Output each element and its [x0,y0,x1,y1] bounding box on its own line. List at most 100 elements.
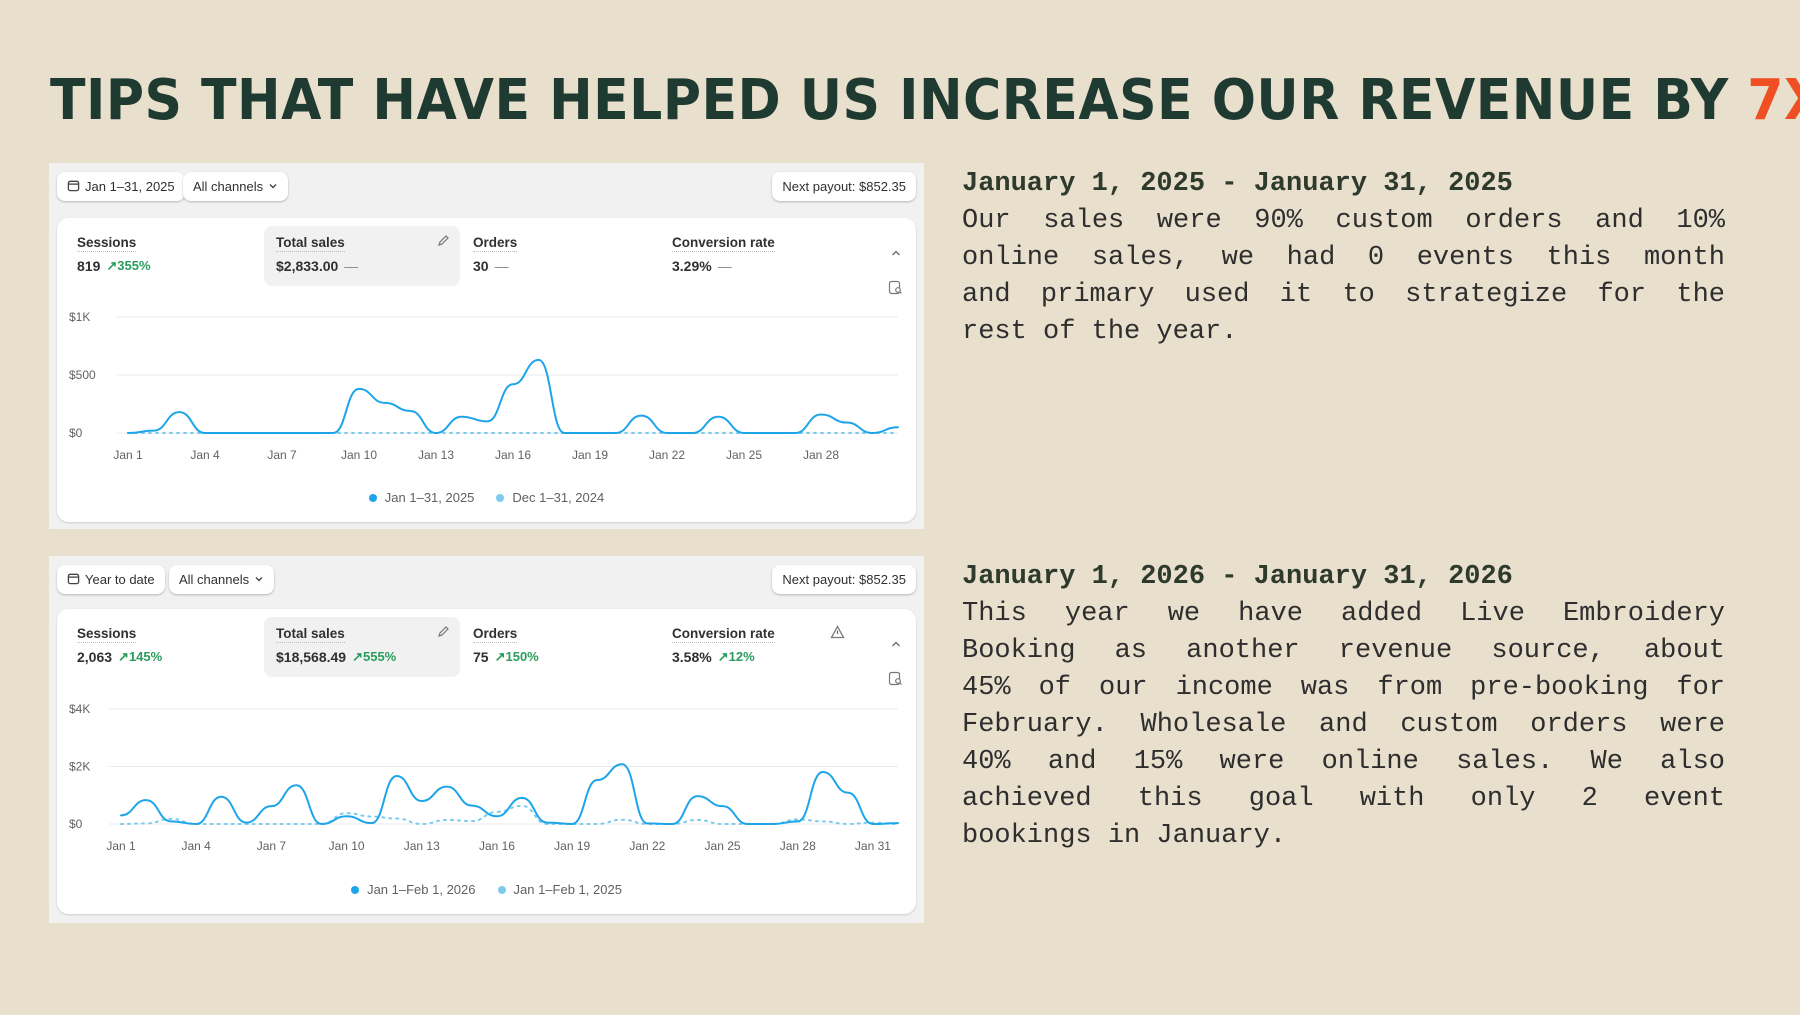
metric-delta: 555% [362,649,397,664]
metric-delta: — [344,258,359,274]
metric-label: Sessions [77,626,137,643]
note-line: bookings in January. [962,821,1287,851]
metric-delta: 150% [505,649,539,664]
warning-icon[interactable] [830,625,845,645]
metric-orders[interactable]: Orders 30 — [461,226,529,286]
pencil-icon[interactable] [436,625,450,644]
note-line: This year we have added Live Embroidery [962,599,1725,629]
metric-value: 30 [473,258,489,274]
metric-delta: 145% [128,649,163,664]
channels-label: All channels [179,572,250,587]
x-tick-label: Jan 31 [855,839,891,853]
x-tick-label: Jan 19 [572,448,608,462]
chart-legend: Jan 1–31, 2025 Dec 1–31, 2024 [57,490,916,505]
metric-value: 819 [77,258,101,274]
title-accent: 7X [1747,68,1800,133]
x-tick-label: Jan 13 [418,448,454,462]
note-heading: January 1, 2026 - January 31, 2026 [962,562,1513,592]
metric-value: 3.58% [672,649,712,665]
x-tick-label: Jan 25 [705,839,741,853]
channels-label: All channels [193,179,264,194]
legend-label: Jan 1–Feb 1, 2026 [367,882,476,897]
metric-delta: 12% [728,649,755,664]
legend-item[interactable]: Jan 1–Feb 1, 2026 [351,882,476,897]
x-tick-label: Jan 1 [106,839,136,853]
legend-dot [368,494,377,502]
note-line: and primary used it to strategize for th… [962,280,1725,310]
note-block: January 1, 2026 - January 31, 2026 This y… [962,559,1725,855]
chevron-up-icon[interactable] [890,637,902,655]
metric-total-sales[interactable]: Total sales $2,833.00 — [264,226,460,286]
metric-value: 75 [473,649,489,665]
metric-conversion-rate[interactable]: Conversion rate 3.29% — [660,226,787,286]
x-tick-label: Jan 16 [495,448,531,462]
metric-orders[interactable]: Orders 75 ↗150% [461,617,551,677]
legend-item[interactable]: Jan 1–Feb 1, 2025 [497,882,622,897]
x-tick-label: Jan 10 [341,448,377,462]
page-title: TIPS THAT HAVE HELPED US INCREASE OUR RE… [50,68,1800,133]
x-tick-label: Jan 7 [267,448,297,462]
chevron-up-icon[interactable] [890,246,902,264]
sales-chart: $0 $500 $1K Jan 1 Jan 4 Jan 7 Jan 10 Jan 13 Jan … [69,310,899,462]
y-tick-label: $4K [69,702,90,716]
note-block: January 1, 2025 - January 31, 2025 Our sa… [962,166,1725,351]
x-tick-label: Jan 25 [726,448,762,462]
channels-dropdown[interactable]: All channels [183,172,289,201]
chart-zoom-icon[interactable] [888,280,903,300]
legend-label: Jan 1–Feb 1, 2025 [513,882,622,897]
metric-conversion-rate[interactable]: Conversion rate 3.58% ↗12% [660,617,787,677]
trend-up-icon: ↗ [717,649,729,664]
next-payout-button[interactable]: Next payout: $852.35 [772,172,916,201]
metric-label: Orders [473,235,518,252]
chart-legend: Jan 1–Feb 1, 2026 Jan 1–Feb 1, 2025 [57,882,916,897]
metric-sessions[interactable]: Sessions 819 ↗355% [65,226,163,286]
date-range-button[interactable]: Year to date [57,565,165,594]
date-range-button[interactable]: Jan 1–31, 2025 [57,172,185,201]
pencil-icon[interactable] [436,234,450,253]
metric-delta: — [494,258,509,274]
chart-zoom-icon[interactable] [888,671,903,691]
x-tick-label: Jan 28 [780,839,816,853]
note-heading: January 1, 2025 - January 31, 2025 [962,169,1513,199]
metric-value: $18,568.49 [276,649,347,665]
legend-item[interactable]: Dec 1–31, 2024 [496,490,604,505]
metric-label: Conversion rate [672,626,775,643]
metric-value: $2,833.00 [276,258,339,274]
payout-label: Next payout: $852.35 [782,572,906,587]
trend-up-icon: ↗ [118,649,129,664]
channels-dropdown[interactable]: All channels [169,565,275,594]
x-tick-label: Jan 19 [554,839,590,853]
metric-total-sales[interactable]: Total sales $18,568.49 ↗555% [264,617,460,677]
x-tick-label: Jan 13 [404,839,440,853]
x-tick-label: Jan 4 [190,448,220,462]
date-range-label: Year to date [85,572,155,587]
payout-label: Next payout: $852.35 [782,179,906,194]
metric-value: 2,063 [77,649,113,665]
analytics-panel-1: Jan 1–31, 2025 All channels Next payout:… [49,163,924,529]
metric-sessions[interactable]: Sessions 2,063 ↗145% [65,617,174,677]
trend-up-icon: ↗ [494,649,506,664]
y-tick-label: $2K [69,760,90,774]
legend-item[interactable]: Jan 1–31, 2025 [368,490,474,505]
metric-delta: — [717,258,732,274]
calendar-icon [67,179,80,195]
metric-delta: 355% [117,258,151,273]
x-tick-label: Jan 4 [182,839,212,853]
current-series-line [120,763,899,826]
metric-label: Total sales [276,626,345,643]
note-line: February. Wholesale and custom orders we… [962,710,1725,740]
current-series-line [127,358,899,435]
legend-dot [496,494,505,502]
legend-dot [497,886,506,894]
title-text: TIPS THAT HAVE HELPED US INCREASE OUR RE… [50,68,1748,133]
next-payout-button[interactable]: Next payout: $852.35 [772,565,916,594]
note-line: 40% and 15% were online sales. We also [962,747,1725,777]
y-tick-label: $0 [69,426,83,440]
metric-label: Sessions [77,235,137,252]
note-line: rest of the year. [962,317,1238,347]
trend-up-icon: ↗ [352,649,363,664]
chevron-down-icon [268,179,278,194]
x-tick-label: Jan 22 [649,448,685,462]
note-line: Our sales were 90% custom orders and 10% [962,206,1725,236]
x-tick-label: Jan 16 [479,839,515,853]
